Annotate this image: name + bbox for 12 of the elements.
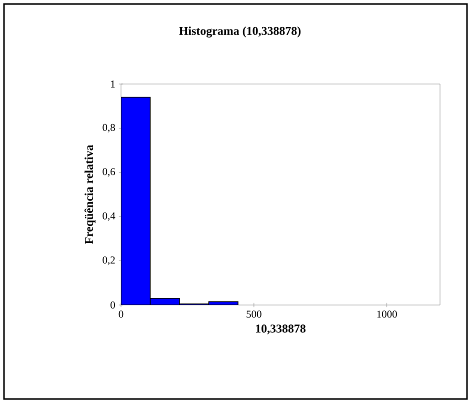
chart-title: Histograma (10,338878) xyxy=(179,26,301,38)
x-tick-label: 1000 xyxy=(377,310,397,318)
x-tick-label: 0 xyxy=(118,310,124,318)
y-tick-label: 0,2 xyxy=(102,256,115,266)
x-axis-title: 10,338878 xyxy=(256,324,306,334)
y-axis-title: Freqüência relativa xyxy=(84,144,96,244)
y-tick-label: 0,4 xyxy=(102,212,116,221)
x-tick-label: 500 xyxy=(246,310,262,318)
y-tick-label: 0 xyxy=(110,301,115,309)
y-tick-label: 1 xyxy=(111,80,115,88)
y-tick-label: 0,8 xyxy=(102,124,115,132)
y-tick-label: 0,6 xyxy=(102,168,116,177)
